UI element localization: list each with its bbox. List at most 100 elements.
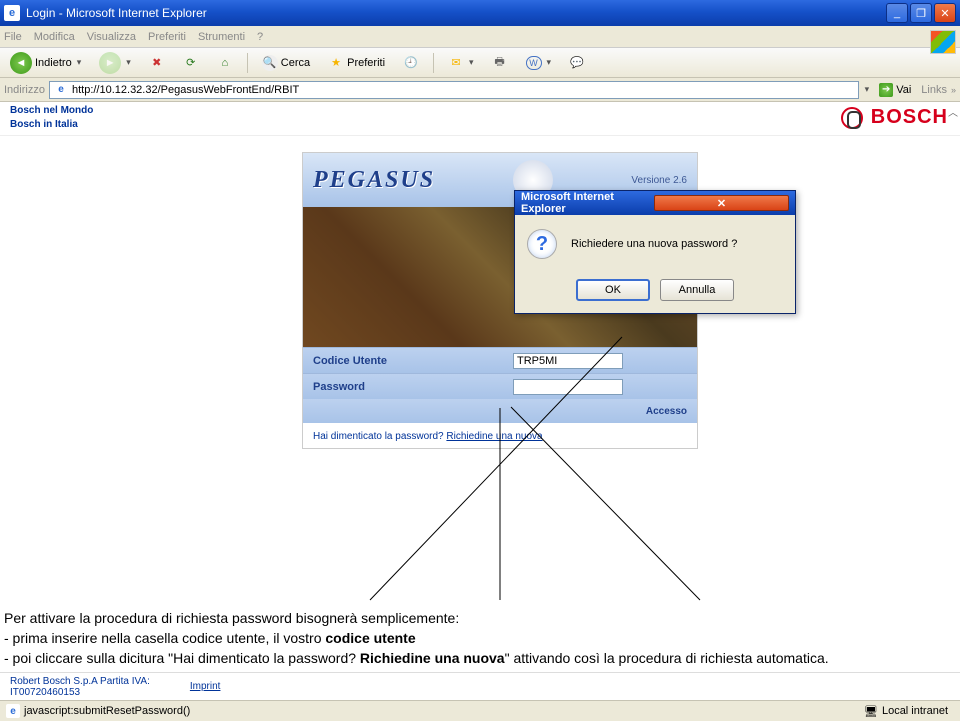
zone-text: Local intranet: [882, 705, 948, 717]
caption-line3: - poi cliccare sulla dicitura "Hai dimen…: [4, 648, 956, 668]
bosch-wordmark: BOSCH: [871, 106, 948, 129]
star-icon: ★: [328, 55, 344, 71]
nav-world[interactable]: Bosch nel Mondo: [10, 104, 950, 118]
forward-button[interactable]: ► ▾: [93, 50, 137, 76]
history-icon: 🕘: [403, 55, 419, 71]
status-left: e javascript:submitResetPassword(): [6, 704, 858, 718]
home-button[interactable]: ⌂: [211, 53, 239, 73]
menu-edit[interactable]: Modifica: [34, 31, 75, 43]
restore-button[interactable]: ❐: [910, 3, 932, 23]
codice-label: Codice Utente: [313, 355, 513, 367]
password-label: Password: [313, 381, 513, 393]
password-input[interactable]: [513, 379, 623, 395]
imprint-link[interactable]: Imprint: [190, 681, 221, 692]
go-icon: ➔: [879, 83, 893, 97]
address-input[interactable]: e http://10.12.32.32/PegasusWebFrontEnd/…: [49, 81, 859, 99]
cancel-button[interactable]: Annulla: [660, 279, 734, 301]
forgot-text: Hai dimenticato la password?: [313, 431, 446, 442]
chevron-up-icon[interactable]: ︿: [948, 104, 958, 119]
nav-italy[interactable]: Bosch in Italia: [10, 118, 950, 132]
go-button[interactable]: ➔ Vai: [873, 83, 917, 97]
page-icon: e: [4, 5, 20, 21]
stop-icon: ✖: [149, 55, 165, 71]
close-button[interactable]: ✕: [934, 3, 956, 23]
refresh-button[interactable]: ⟳: [177, 53, 205, 73]
company-line2: IT00720460153: [10, 687, 150, 698]
status-text: javascript:submitResetPassword(): [24, 705, 190, 717]
access-link[interactable]: Accesso: [646, 406, 687, 417]
site-header: Bosch nel Mondo Bosch in Italia BOSCH ︿: [0, 102, 960, 136]
windows-flag-icon: [930, 30, 956, 54]
favorites-button[interactable]: ★ Preferiti: [322, 53, 391, 73]
stop-button[interactable]: ✖: [143, 53, 171, 73]
edit-button[interactable]: W▾: [520, 54, 558, 72]
menubar: File Modifica Visualizza Preferiti Strum…: [0, 26, 960, 48]
print-button[interactable]: 🖶: [486, 53, 514, 73]
confirm-dialog: Microsoft Internet Explorer ✕ ? Richiede…: [514, 190, 796, 314]
company-line1: Robert Bosch S.p.A Partita IVA:: [10, 676, 150, 687]
chevron-down-icon: ▾: [77, 57, 82, 68]
dialog-close-button[interactable]: ✕: [654, 195, 789, 211]
row-password: Password: [303, 373, 697, 399]
intranet-icon: 🖥: [864, 705, 878, 718]
chevron-down-icon: ▾: [469, 57, 474, 68]
menu-help[interactable]: ?: [257, 31, 263, 43]
codice-input[interactable]: [513, 353, 623, 369]
status-bar: e javascript:submitResetPassword() 🖥 Loc…: [0, 700, 960, 721]
dialog-title: Microsoft Internet Explorer: [521, 191, 654, 215]
caption-line2: - prima inserire nella casella codice ut…: [4, 628, 956, 648]
ie-icon: e: [6, 704, 20, 718]
separator: [433, 53, 434, 73]
back-button[interactable]: ◄ Indietro ▾: [4, 50, 87, 76]
minimize-button[interactable]: _: [886, 3, 908, 23]
menu-view[interactable]: Visualizza: [87, 31, 136, 43]
mail-icon: ✉: [448, 55, 464, 71]
app-title: PEGASUS: [313, 167, 435, 194]
chevron-down-icon: ▾: [126, 57, 131, 68]
address-url: http://10.12.32.32/PegasusWebFrontEnd/RB…: [72, 84, 299, 96]
dialog-titlebar: Microsoft Internet Explorer ✕: [515, 191, 795, 215]
go-label: Vai: [896, 84, 911, 96]
chevron-down-icon: ▾: [547, 57, 552, 68]
separator: [247, 53, 248, 73]
discuss-button[interactable]: 💬: [563, 53, 591, 73]
window-titlebar: e Login - Microsoft Internet Explorer _ …: [0, 0, 960, 26]
menu-tools[interactable]: Strumenti: [198, 31, 245, 43]
app-version: Versione 2.6: [631, 175, 687, 186]
site-footer: Robert Bosch S.p.A Partita IVA: IT007204…: [0, 672, 960, 700]
page-content: PEGASUS Versione 2.6 Codice Utente Passw…: [0, 136, 960, 579]
mail-button[interactable]: ✉▾: [442, 53, 480, 73]
chevron-down-icon[interactable]: ▾: [865, 84, 870, 95]
bosch-brand: BOSCH: [841, 106, 948, 129]
refresh-icon: ⟳: [183, 55, 199, 71]
history-button[interactable]: 🕘: [397, 53, 425, 73]
home-icon: ⌂: [217, 55, 233, 71]
dialog-message: Richiedere una nuova password ?: [571, 238, 737, 250]
forgot-container: Hai dimenticato la password? Richiedine …: [303, 423, 697, 448]
ok-button[interactable]: OK: [576, 279, 650, 301]
window-title: Login - Microsoft Internet Explorer: [26, 6, 884, 20]
toolbar: ◄ Indietro ▾ ► ▾ ✖ ⟳ ⌂ 🔍 Cerca ★ Preferi…: [0, 48, 960, 78]
forgot-link[interactable]: Richiedine una nuova: [446, 431, 542, 442]
forward-icon: ►: [99, 52, 121, 74]
row-access: Accesso: [303, 399, 697, 423]
search-label: Cerca: [281, 57, 310, 69]
question-icon: ?: [527, 229, 557, 259]
favorites-label: Preferiti: [347, 57, 385, 69]
bosch-logo-icon: [841, 107, 863, 129]
menu-favorites[interactable]: Preferiti: [148, 31, 186, 43]
search-button[interactable]: 🔍 Cerca: [256, 53, 316, 73]
page-icon: e: [54, 83, 68, 97]
dialog-buttons: OK Annulla: [515, 273, 795, 313]
back-icon: ◄: [10, 52, 32, 74]
menu-file[interactable]: File: [4, 31, 22, 43]
caption-line1: Per attivare la procedura di richiesta p…: [4, 608, 956, 628]
zone-indicator: 🖥 Local intranet: [858, 705, 954, 718]
row-codice: Codice Utente: [303, 347, 697, 373]
links-label[interactable]: Links: [921, 84, 947, 96]
back-label: Indietro: [35, 57, 72, 69]
chevron-right-icon: »: [951, 85, 956, 95]
print-icon: 🖶: [492, 55, 508, 71]
discuss-icon: 💬: [569, 55, 585, 71]
address-label: Indirizzo: [4, 84, 45, 96]
